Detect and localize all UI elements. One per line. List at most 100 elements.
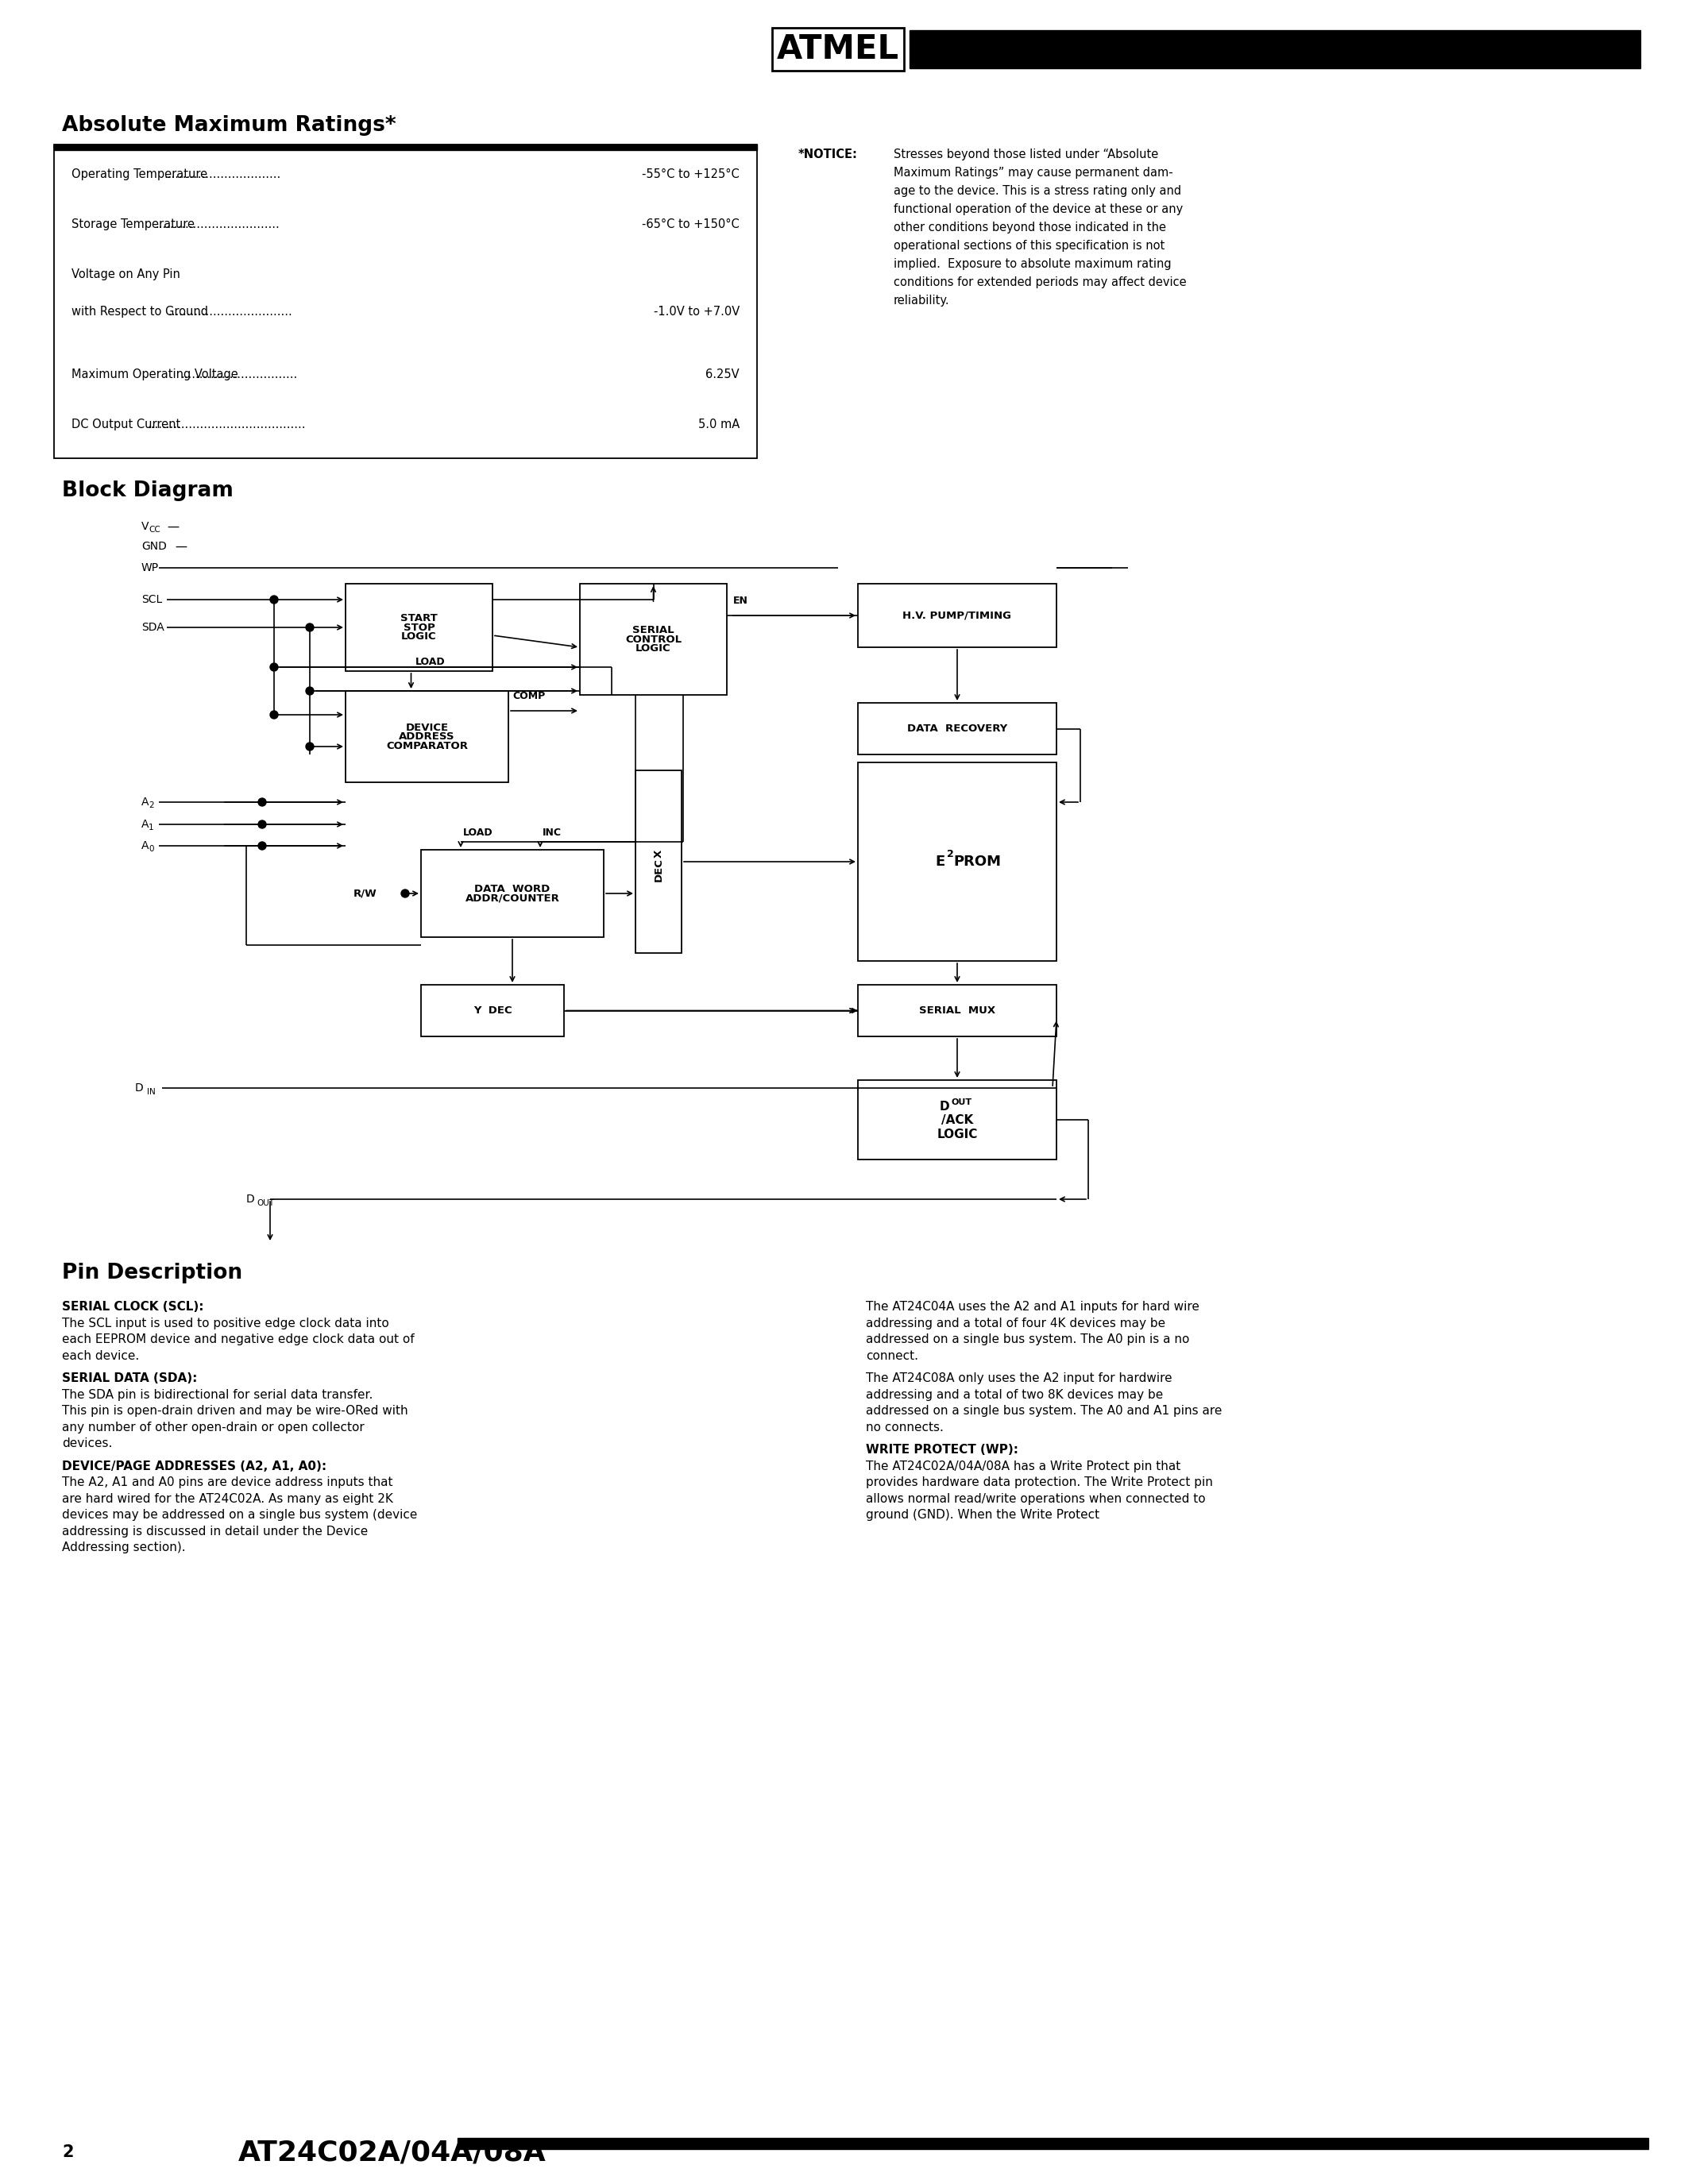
Text: Maximum Ratings” may cause permanent dam-: Maximum Ratings” may cause permanent dam… bbox=[893, 166, 1173, 179]
Text: The AT24C04A uses the A2 and A1 inputs for hard wire: The AT24C04A uses the A2 and A1 inputs f… bbox=[866, 1302, 1200, 1313]
Text: AT24C02A/04A/08A: AT24C02A/04A/08A bbox=[238, 2138, 547, 2167]
Text: Block Diagram: Block Diagram bbox=[62, 480, 233, 500]
Text: IN: IN bbox=[147, 1088, 155, 1096]
Text: LOAD: LOAD bbox=[415, 657, 446, 666]
Circle shape bbox=[258, 797, 267, 806]
Text: addressing and a total of four 4K devices may be: addressing and a total of four 4K device… bbox=[866, 1317, 1165, 1330]
Text: Y  DEC: Y DEC bbox=[473, 1005, 511, 1016]
Text: .................................: ................................. bbox=[155, 218, 280, 229]
Text: STOP: STOP bbox=[403, 622, 436, 633]
Text: DC Output Current: DC Output Current bbox=[71, 419, 181, 430]
Text: PROM: PROM bbox=[954, 854, 1001, 869]
Text: The SDA pin is bidirectional for serial data transfer.: The SDA pin is bidirectional for serial … bbox=[62, 1389, 373, 1400]
Text: SCL: SCL bbox=[142, 594, 162, 605]
Text: Absolute Maximum Ratings*: Absolute Maximum Ratings* bbox=[62, 116, 397, 135]
Text: OUT: OUT bbox=[257, 1199, 273, 1208]
Text: 6.25V: 6.25V bbox=[706, 369, 739, 380]
Text: DEVICE/PAGE ADDRESSES (A2, A1, A0):: DEVICE/PAGE ADDRESSES (A2, A1, A0): bbox=[62, 1461, 326, 1472]
Text: SDA: SDA bbox=[142, 622, 164, 633]
Text: addressed on a single bus system. The A0 pin is a no: addressed on a single bus system. The A0… bbox=[866, 1334, 1190, 1345]
Text: CONTROL: CONTROL bbox=[625, 633, 682, 644]
Bar bbox=[581, 583, 728, 695]
Text: -65°C to +150°C: -65°C to +150°C bbox=[641, 218, 739, 229]
Text: H.V. PUMP/TIMING: H.V. PUMP/TIMING bbox=[903, 609, 1011, 620]
Text: 2: 2 bbox=[149, 802, 154, 810]
Circle shape bbox=[306, 622, 314, 631]
Text: any number of other open-drain or open collector: any number of other open-drain or open c… bbox=[62, 1422, 365, 1433]
Text: implied.  Exposure to absolute maximum rating: implied. Exposure to absolute maximum ra… bbox=[893, 258, 1171, 271]
Circle shape bbox=[258, 821, 267, 828]
Text: LOGIC: LOGIC bbox=[402, 631, 437, 642]
Text: devices.: devices. bbox=[62, 1437, 113, 1450]
Text: V: V bbox=[142, 522, 149, 533]
Circle shape bbox=[402, 889, 408, 898]
Bar bbox=[420, 985, 564, 1037]
Text: addressing and a total of two 8K devices may be: addressing and a total of two 8K devices… bbox=[866, 1389, 1163, 1400]
Text: A: A bbox=[142, 841, 149, 852]
Text: conditions for extended periods may affect device: conditions for extended periods may affe… bbox=[893, 277, 1187, 288]
Text: ATMEL: ATMEL bbox=[776, 33, 900, 66]
Text: 2: 2 bbox=[947, 850, 954, 858]
Text: /ACK: /ACK bbox=[942, 1114, 974, 1125]
Text: -55°C to +125°C: -55°C to +125°C bbox=[641, 168, 739, 181]
Text: age to the device. This is a stress rating only and: age to the device. This is a stress rati… bbox=[893, 186, 1182, 197]
Circle shape bbox=[306, 688, 314, 695]
Bar bbox=[420, 850, 604, 937]
Text: SERIAL DATA (SDA):: SERIAL DATA (SDA): bbox=[62, 1372, 197, 1385]
Text: 2: 2 bbox=[62, 2145, 74, 2160]
Text: —: — bbox=[164, 520, 179, 533]
Text: each EEPROM device and negative edge clock data out of: each EEPROM device and negative edge clo… bbox=[62, 1334, 414, 1345]
Text: D: D bbox=[246, 1195, 255, 1206]
Text: X: X bbox=[653, 850, 663, 858]
Text: OUT: OUT bbox=[950, 1099, 972, 1107]
Text: addressing is discussed in detail under the Device: addressing is discussed in detail under … bbox=[62, 1524, 368, 1538]
Text: The A2, A1 and A0 pins are device address inputs that: The A2, A1 and A0 pins are device addres… bbox=[62, 1476, 393, 1487]
Text: ..........................................: ........................................… bbox=[147, 419, 306, 430]
Text: LOGIC: LOGIC bbox=[636, 644, 672, 653]
Text: allows normal read/write operations when connected to: allows normal read/write operations when… bbox=[866, 1492, 1205, 1505]
Text: D: D bbox=[939, 1101, 949, 1112]
Text: DEVICE: DEVICE bbox=[405, 723, 449, 732]
Bar bbox=[635, 771, 682, 952]
Text: START: START bbox=[400, 614, 437, 622]
Text: The SCL input is used to positive edge clock data into: The SCL input is used to positive edge c… bbox=[62, 1317, 388, 1330]
Text: *NOTICE:: *NOTICE: bbox=[798, 149, 858, 159]
Bar bbox=[858, 1081, 1057, 1160]
Text: WP: WP bbox=[142, 561, 159, 574]
Text: provides hardware data protection. The Write Protect pin: provides hardware data protection. The W… bbox=[866, 1476, 1214, 1487]
Text: ADDRESS: ADDRESS bbox=[398, 732, 456, 743]
Text: other conditions beyond those indicated in the: other conditions beyond those indicated … bbox=[893, 221, 1166, 234]
Bar bbox=[858, 985, 1057, 1037]
Circle shape bbox=[270, 710, 279, 719]
Bar bbox=[457, 2138, 1647, 2149]
Text: Pin Description: Pin Description bbox=[62, 1262, 243, 1284]
Text: ...............................: ............................... bbox=[181, 369, 297, 380]
Text: E: E bbox=[935, 854, 945, 869]
Text: 1: 1 bbox=[149, 823, 154, 832]
Text: The AT24C02A/04A/08A has a Write Protect pin that: The AT24C02A/04A/08A has a Write Protect… bbox=[866, 1461, 1180, 1472]
Text: addressed on a single bus system. The A0 and A1 pins are: addressed on a single bus system. The A0… bbox=[866, 1404, 1222, 1417]
Text: INC: INC bbox=[542, 828, 562, 839]
Bar bbox=[54, 144, 756, 459]
Text: A: A bbox=[142, 797, 149, 808]
Text: Addressing section).: Addressing section). bbox=[62, 1542, 186, 1553]
Text: devices may be addressed on a single bus system (device: devices may be addressed on a single bus… bbox=[62, 1509, 417, 1520]
Text: DATA  RECOVERY: DATA RECOVERY bbox=[906, 723, 1008, 734]
Text: This pin is open-drain driven and may be wire-ORed with: This pin is open-drain driven and may be… bbox=[62, 1404, 408, 1417]
Circle shape bbox=[270, 664, 279, 670]
Text: GND: GND bbox=[142, 542, 167, 553]
Text: no connects.: no connects. bbox=[866, 1422, 944, 1433]
Bar bbox=[54, 144, 756, 151]
Text: 0: 0 bbox=[149, 845, 154, 854]
Bar bbox=[858, 762, 1057, 961]
Text: -1.0V to +7.0V: -1.0V to +7.0V bbox=[653, 306, 739, 319]
Text: A: A bbox=[142, 819, 149, 830]
Text: COMPARATOR: COMPARATOR bbox=[387, 740, 468, 751]
Circle shape bbox=[270, 596, 279, 603]
Text: each device.: each device. bbox=[62, 1350, 138, 1361]
Circle shape bbox=[306, 743, 314, 751]
Bar bbox=[346, 583, 493, 670]
Circle shape bbox=[258, 841, 267, 850]
Text: connect.: connect. bbox=[866, 1350, 918, 1361]
Text: Stresses beyond those listed under “Absolute: Stresses beyond those listed under “Abso… bbox=[893, 149, 1158, 159]
